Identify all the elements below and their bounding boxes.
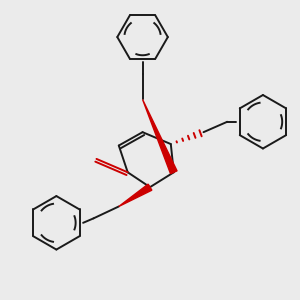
Polygon shape [119, 184, 152, 206]
Polygon shape [142, 100, 177, 174]
